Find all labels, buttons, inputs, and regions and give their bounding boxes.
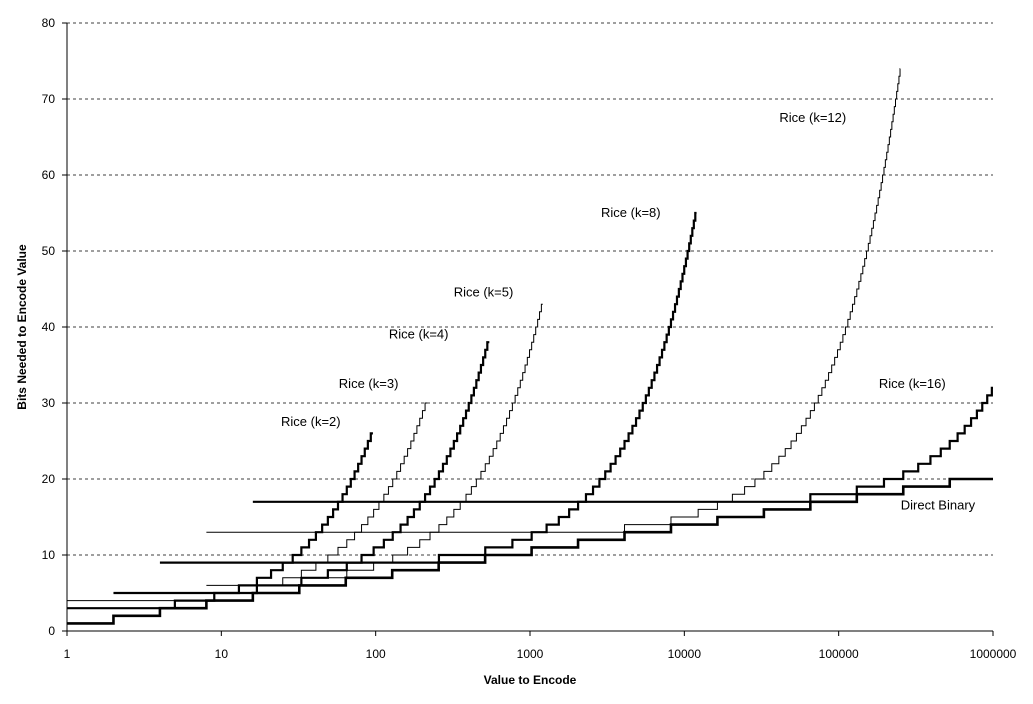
series-label: Direct Binary bbox=[901, 497, 976, 512]
series-line-rice-k8 bbox=[159, 211, 697, 564]
series-label: Rice (k=16) bbox=[879, 376, 946, 391]
y-tick-label: 20 bbox=[42, 472, 56, 486]
y-tick-label: 40 bbox=[42, 320, 56, 334]
y-tick-label: 10 bbox=[42, 548, 56, 562]
y-tick-label: 30 bbox=[42, 396, 56, 410]
series-line-rice-k2 bbox=[67, 432, 373, 610]
x-axis-title: Value to Encode bbox=[484, 673, 577, 687]
series-line-rice-k5 bbox=[206, 303, 543, 586]
series-label: Rice (k=5) bbox=[454, 285, 514, 300]
series-label: Rice (k=12) bbox=[779, 110, 846, 125]
series-line-direct-binary bbox=[67, 477, 993, 625]
x-tick-label: 1 bbox=[64, 647, 71, 661]
x-tick-label: 10000 bbox=[668, 647, 702, 661]
y-tick-label: 50 bbox=[42, 244, 56, 258]
series-line-rice-k16 bbox=[252, 386, 993, 503]
y-tick-label: 80 bbox=[42, 16, 56, 30]
x-tick-label: 1000 bbox=[517, 647, 544, 661]
x-tick-label: 1000000 bbox=[970, 647, 1017, 661]
series-labels: Rice (k=2) Rice (k=3) Rice (k=4) Rice (k=5)… bbox=[281, 110, 976, 513]
series-label: Rice (k=8) bbox=[601, 205, 661, 220]
x-tick-label: 100 bbox=[366, 647, 386, 661]
series-label: Rice (k=2) bbox=[281, 414, 341, 429]
series-line-rice-k4 bbox=[113, 341, 490, 595]
y-tick-label: 0 bbox=[48, 624, 55, 638]
series-lines bbox=[67, 68, 993, 625]
series-label: Rice (k=3) bbox=[339, 376, 399, 391]
y-tick-label: 70 bbox=[42, 92, 56, 106]
tick-labels: 0 10 20 30 40 50 60 70 80 1 10 100 1000 10000 100000 10… bbox=[42, 16, 1017, 661]
series-label: Rice (k=4) bbox=[389, 326, 449, 341]
y-axis-title: Bits Needed to Encode Value bbox=[15, 244, 29, 410]
grid-lines bbox=[67, 22, 993, 556]
y-tick-label: 60 bbox=[42, 168, 56, 182]
series-line-rice-k12 bbox=[206, 68, 901, 533]
x-tick-label: 10 bbox=[215, 647, 229, 661]
x-tick-label: 100000 bbox=[819, 647, 859, 661]
